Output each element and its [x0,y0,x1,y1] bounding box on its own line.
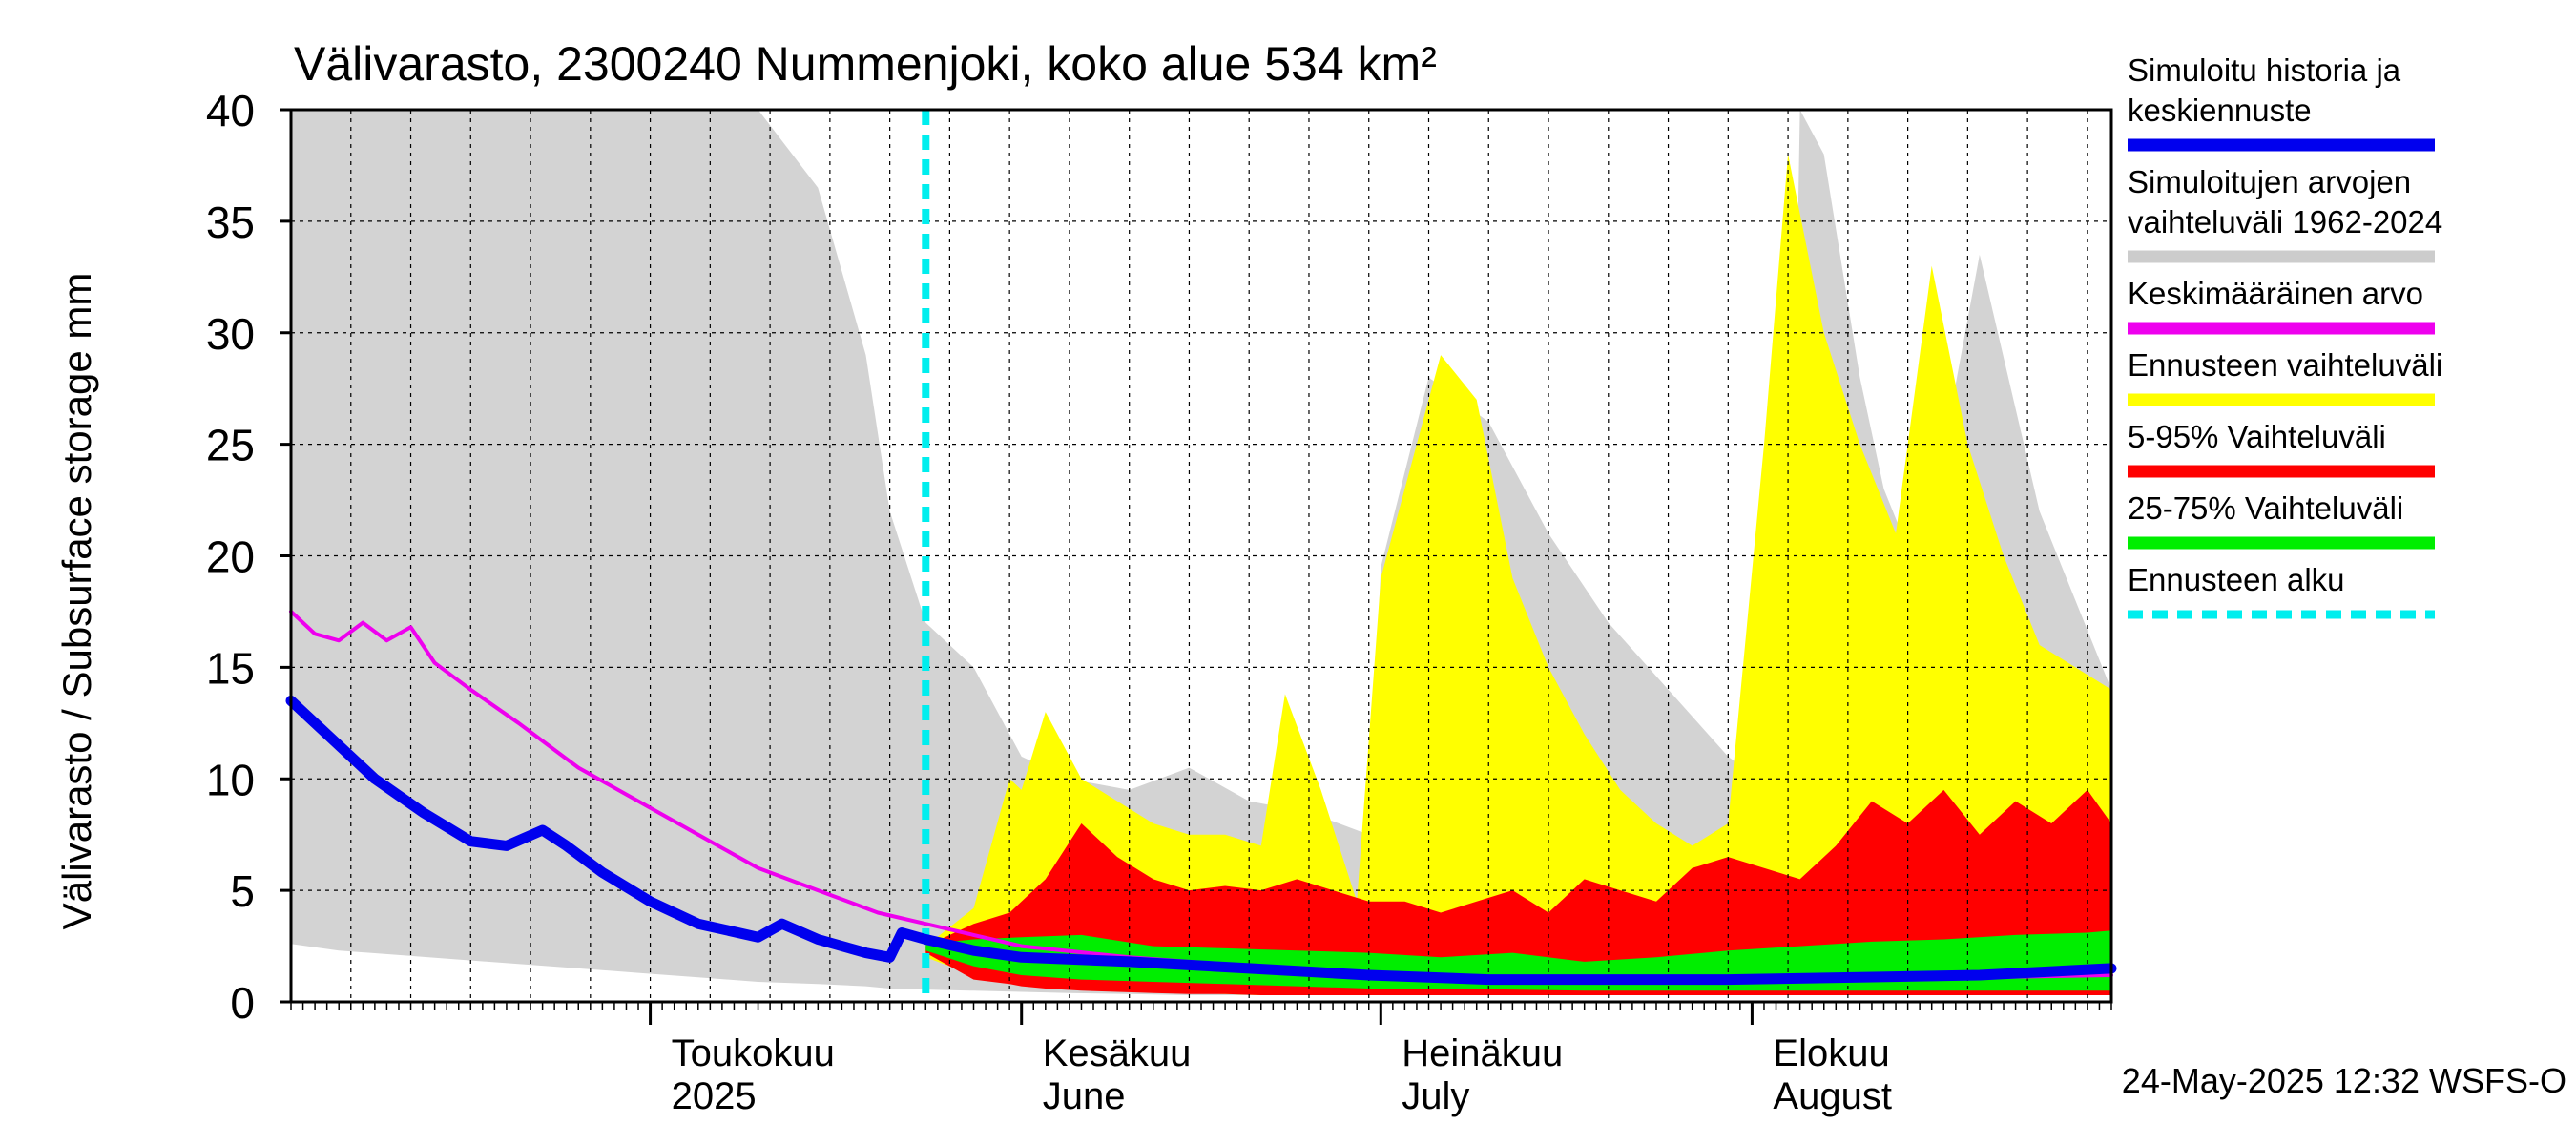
legend-label: 25-75% Vaihteluväli [2128,490,2403,526]
line-simuloitu-historia-ja-keskiennuste [285,695,2117,986]
legend-item: Ennusteen vaihteluväli [2128,347,2442,406]
y-tick-label: 30 [206,309,255,359]
y-tick-label: 10 [206,755,255,804]
legend-item: Keskimääräinen arvo [2128,276,2435,335]
y-tick-label: 5 [230,866,255,916]
legend-label: Keskimääräinen arvo [2128,276,2423,311]
y-tick-label: 20 [206,532,255,582]
legend-item: 5-95% Vaihteluväli [2128,419,2435,478]
legend-item: Ennusteen alku [2128,562,2435,619]
footer-timestamp: 24-May-2025 12:32 WSFS-O [2122,1061,2566,1100]
legend-label: Simuloitu historia ja [2128,52,2401,88]
legend-label: vaihteluväli 1962-2024 [2128,204,2442,239]
legend-label: Ennusteen alku [2128,562,2345,597]
y-tick-label: 40 [206,86,255,135]
legend-label: Ennusteen vaihteluväli [2128,347,2442,383]
legend: Simuloitu historia jakeskiennusteSimuloi… [2128,52,2442,619]
legend-item: 25-75% Vaihteluväli [2128,490,2435,550]
x-month-label-en: August [1773,1075,1892,1117]
series-lines [285,609,2117,986]
y-tick-label: 25 [206,421,255,470]
legend-item: Simuloitujen arvojen vaihteluväli 1962-20… [2128,164,2442,263]
grid [291,110,2111,1002]
x-month-label-en: July [1402,1075,1469,1117]
x-month-label: Kesäkuu [1043,1032,1192,1074]
y-axis: 0 5 10 15 20 25 30 35 40 [206,86,291,1028]
x-month-label: Heinäkuu [1402,1032,1563,1074]
band-ennusteen-vaihteluv-li [925,154,2111,996]
x-month-label-en: June [1043,1075,1126,1117]
legend-item: Simuloitu historia ja keskiennuste [2128,52,2435,152]
legend-label: Simuloitujen arvojen [2128,164,2411,199]
x-month-label-en: 2025 [672,1075,757,1117]
band-5-95-vaihteluv-li [925,789,2111,995]
y-tick-label: 35 [206,198,255,247]
y-axis-label: Välivarasto / Subsurface storage mm [54,273,99,930]
chart-title: Välivarasto, 2300240 Nummenjoki, koko al… [294,37,1437,91]
legend-label: 5-95% Vaihteluväli [2128,419,2386,454]
legend-label: keskiennuste [2128,93,2312,128]
x-month-label: Toukokuu [672,1032,835,1074]
band-simuloitujen-arvojen-vaihteluv-li-1962-2024 [291,110,2111,995]
y-tick-label: 15 [206,643,255,693]
x-month-label: Elokuu [1773,1032,1889,1074]
series-bands [291,110,2111,996]
y-tick-label: 0 [230,978,255,1028]
